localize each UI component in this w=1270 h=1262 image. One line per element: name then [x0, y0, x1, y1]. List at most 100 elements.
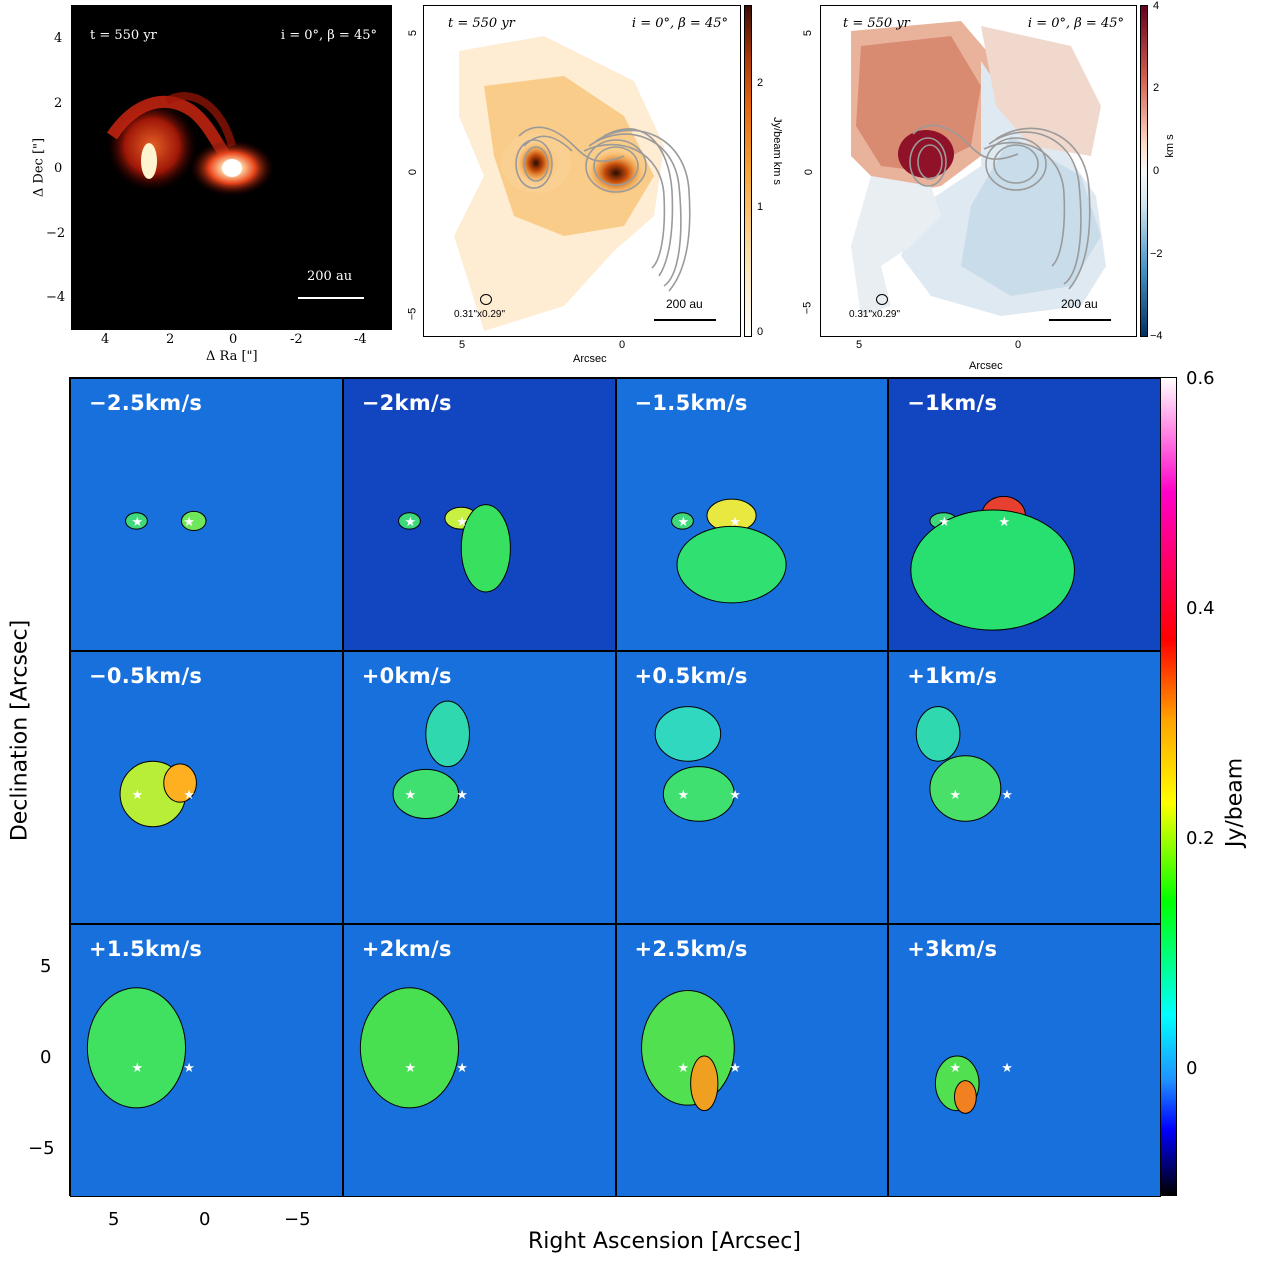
- emission-region: [640, 990, 735, 1106]
- moment1-cbar-tick: 4: [1153, 0, 1160, 12]
- star-marker: ★: [729, 1061, 741, 1076]
- emission-region: [916, 706, 961, 762]
- emission-region: [670, 512, 694, 530]
- channel-image: ★ ★: [71, 652, 342, 923]
- moment0-panel: t = 550 yr i = 0°, β = 45° 0.31"x0.29" 2…: [423, 5, 741, 337]
- star-marker: ★: [729, 515, 741, 530]
- star-marker: ★: [939, 515, 951, 530]
- channel-panel: ★ ★ +3km/s: [888, 924, 1161, 1197]
- moment1-cbar-tick: 0: [1153, 165, 1160, 177]
- moment1-cbar-tick: −2: [1150, 248, 1163, 260]
- moment1-ytick: 0: [803, 168, 816, 176]
- channel-ytick: −5: [28, 1138, 55, 1159]
- emission-region: [125, 512, 148, 530]
- moment1-colorbar: [1140, 5, 1148, 337]
- sim-xtick: 4: [101, 332, 110, 347]
- channel-panel: ★ ★ +1.5km/s: [70, 924, 343, 1197]
- channel-panel: ★ ★ −1km/s: [888, 378, 1161, 651]
- simulation-image: [107, 92, 274, 196]
- angle-label: i = 0°, β = 45°: [1027, 16, 1124, 31]
- channel-image: ★ ★: [71, 379, 342, 650]
- channel-ytick: 5: [40, 956, 52, 977]
- channel-panel: ★ ★ −0.5km/s: [70, 651, 343, 924]
- star-marker: ★: [999, 515, 1011, 530]
- moment0-xlabel: Arcsec: [573, 353, 607, 365]
- sim-xtick: -4: [354, 332, 367, 347]
- emission-region: [180, 510, 207, 532]
- channel-image: ★ ★: [343, 925, 615, 1196]
- channel-cbar-tick: 0.4: [1186, 598, 1215, 619]
- beam-label: 0.31"x0.29": [849, 309, 901, 320]
- channel-image: ★ ★: [889, 652, 1161, 923]
- moment0-ytick: 0: [407, 168, 420, 176]
- moment0-cbar-tick: 1: [757, 201, 764, 213]
- moment0-xtick: 5: [459, 339, 466, 351]
- channel-background: [343, 652, 615, 923]
- velocity-label: +2km/s: [361, 937, 452, 961]
- channel-cbar-tick: 0.2: [1186, 828, 1215, 849]
- star-marker: ★: [183, 788, 195, 803]
- velocity-label: +0km/s: [361, 664, 452, 688]
- beam-icon: [480, 294, 492, 305]
- star-marker: ★: [131, 788, 143, 803]
- emission-region: [425, 700, 470, 768]
- time-label: t = 550 yr: [843, 16, 910, 31]
- star-marker: ★: [404, 788, 416, 803]
- moment1-ytick: 5: [802, 29, 815, 37]
- channel-image: ★ ★: [616, 379, 888, 650]
- channel-background: [616, 652, 888, 923]
- channel-background: [889, 925, 1161, 1196]
- star-marker: ★: [131, 1061, 143, 1076]
- sim-ytick: −4: [46, 290, 66, 305]
- emission-region: [676, 525, 787, 604]
- scale-label: 200 au: [307, 269, 353, 284]
- emission-region: [163, 763, 197, 803]
- moment0-cbar-tick: 2: [757, 77, 764, 89]
- time-label: t = 550 yr: [90, 28, 157, 43]
- channel-cbar-tick: 0: [1186, 1058, 1198, 1079]
- channel-panel: ★ ★ −1.5km/s: [615, 378, 889, 651]
- star-marker: ★: [950, 1061, 962, 1076]
- channel-ytick: 0: [40, 1047, 52, 1068]
- scale-label: 200 au: [666, 297, 703, 311]
- star-marker: ★: [729, 788, 741, 803]
- sim-ytick: 0: [54, 161, 63, 176]
- emission-region: [359, 987, 459, 1109]
- beam-icon: [876, 294, 888, 305]
- emission-region: [910, 509, 1076, 631]
- emission-region: [397, 512, 421, 530]
- channel-image: ★ ★: [889, 379, 1161, 650]
- channel-xtick: 5: [108, 1209, 120, 1230]
- star-marker: ★: [950, 788, 962, 803]
- emission-region: [654, 706, 721, 762]
- channel-panel: ★ ★ +2km/s: [342, 924, 616, 1197]
- emission-region: [954, 1080, 978, 1114]
- channel-xtick: −5: [284, 1209, 311, 1230]
- emission-region: [86, 987, 187, 1109]
- moment1-cbar-label: km s: [1164, 134, 1176, 158]
- channel-image: ★ ★: [343, 652, 615, 923]
- channel-map-grid: ★ ★ −2.5km/s ★ ★ −2km/s ★ ★ −1.5km/s ★ ★ −1km/s ★ ★ −0…: [69, 377, 1161, 1197]
- star-marker: ★: [456, 788, 468, 803]
- channel-colorbar: [1160, 377, 1177, 1196]
- sim-xtick: -2: [290, 332, 303, 347]
- sim-ytick: 2: [54, 96, 63, 111]
- channel-xtick: 0: [199, 1209, 211, 1230]
- time-label: t = 550 yr: [448, 16, 515, 31]
- moment1-xlabel: Arcsec: [969, 360, 1003, 372]
- velocity-label: −1.5km/s: [634, 391, 748, 415]
- channel-cbar-tick: 0.6: [1186, 368, 1215, 389]
- emission-region: [460, 504, 511, 593]
- moment0-cbar-label: Jy/beam km s: [771, 117, 783, 185]
- scale-bar: [298, 297, 364, 299]
- star-marker: ★: [1002, 788, 1014, 803]
- sim-xtick: 0: [229, 332, 238, 347]
- channel-panel: ★ ★ +0.5km/s: [615, 651, 889, 924]
- sim-ylabel: Δ Dec ["]: [31, 137, 47, 198]
- moment1-xtick: 0: [1015, 339, 1022, 351]
- channel-background: [71, 652, 342, 923]
- simulation-panel: t = 550 yr i = 0°, β = 45° 200 au: [71, 5, 392, 330]
- velocity-label: −2km/s: [361, 391, 452, 415]
- channel-xlabel: Right Ascension [Arcsec]: [528, 1229, 801, 1254]
- angle-label: i = 0°, β = 45°: [280, 28, 377, 43]
